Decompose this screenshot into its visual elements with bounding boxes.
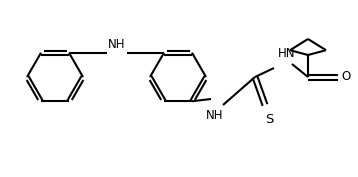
Text: O: O	[342, 70, 350, 84]
Text: NH: NH	[108, 38, 125, 51]
Text: NH: NH	[206, 109, 224, 122]
Text: S: S	[265, 113, 273, 126]
Text: HN: HN	[278, 47, 295, 60]
